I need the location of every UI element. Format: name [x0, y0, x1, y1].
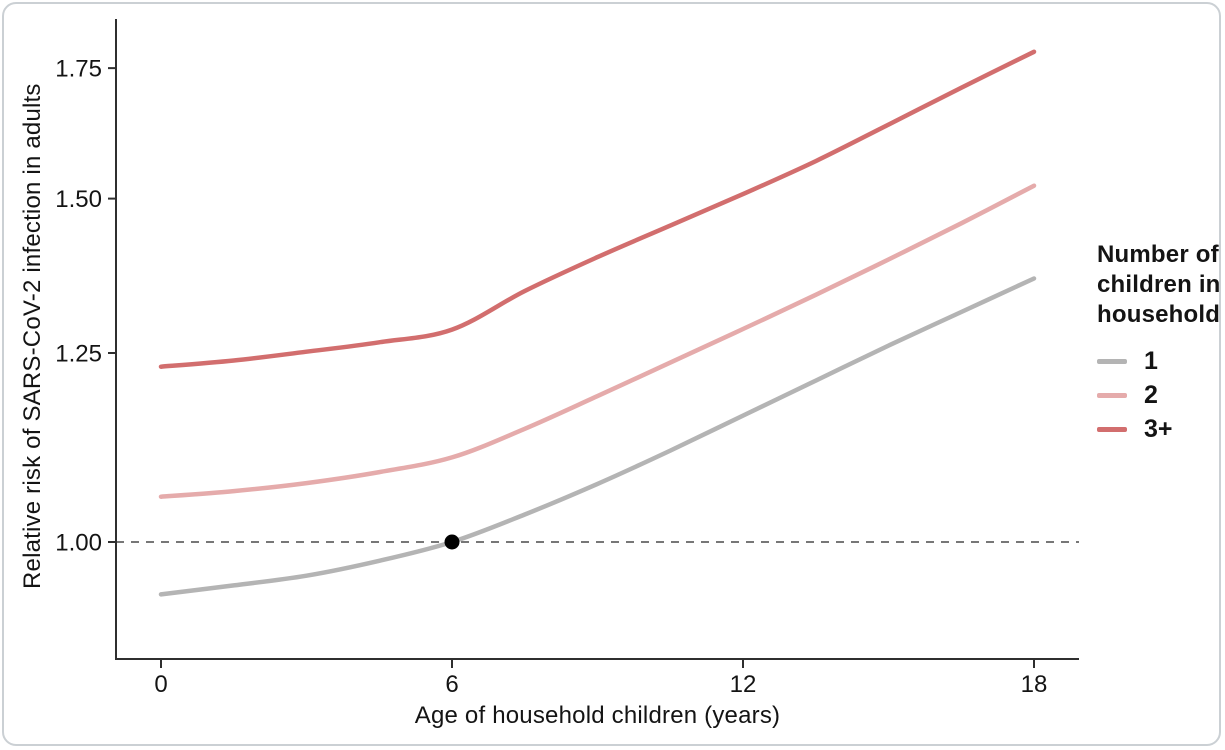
legend-item-label: 1	[1144, 347, 1158, 376]
y-tick-label: 1.25	[55, 340, 102, 367]
x-tick-label: 18	[1021, 671, 1048, 698]
legend-swatch-gray	[1097, 359, 1127, 365]
line-chart-canvas: 1.00 1.25 1.50 1.75 0 6 12 18	[55, 19, 1079, 698]
x-tick-label: 6	[445, 671, 458, 698]
y-tick-label: 1.50	[55, 186, 102, 213]
legend-swatch-pink	[1097, 393, 1127, 399]
x-tick-label: 0	[154, 671, 167, 698]
legend-item-label: 2	[1144, 381, 1158, 410]
y-tick-label: 1.00	[55, 529, 102, 556]
series-line-1-children	[158, 276, 1037, 597]
y-axis-title: Relative risk of SARS-CoV-2 infection in…	[19, 83, 46, 590]
reference-point-dot	[444, 534, 460, 550]
legend-item-label: 3+	[1144, 415, 1173, 444]
legend-item-2-children: 2	[1097, 379, 1219, 413]
legend-item-1-child: 1	[1097, 345, 1219, 379]
x-tick-label: 12	[730, 671, 757, 698]
legend: Number of children in household 1 2 3+	[1097, 240, 1221, 447]
legend-title: Number of children in household	[1097, 241, 1221, 329]
y-tick-label: 1.75	[55, 56, 102, 83]
series-line-3+-children	[158, 49, 1037, 369]
legend-swatch-red	[1097, 427, 1127, 433]
x-axis-title: Age of household children (years)	[414, 702, 781, 729]
legend-item-3plus-children: 3+	[1097, 413, 1219, 447]
series-line-2-children	[158, 183, 1037, 499]
